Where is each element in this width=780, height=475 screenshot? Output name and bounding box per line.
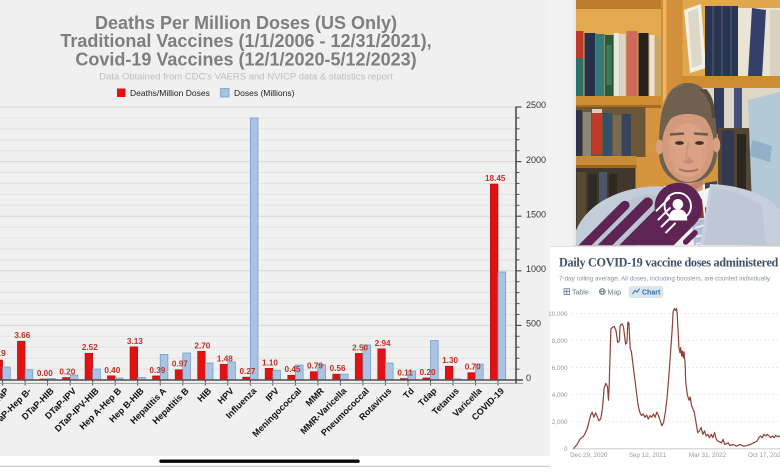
svg-text:0.20: 0.20 [59, 368, 75, 377]
svg-text:1.48: 1.48 [217, 354, 233, 363]
svg-text:Chart: Chart [642, 289, 661, 296]
svg-text:500: 500 [526, 319, 541, 329]
svg-text:0.20: 0.20 [420, 368, 436, 377]
svg-text:7-day rolling average. All dos: 7-day rolling average. All doses, includ… [559, 276, 772, 283]
svg-text:0: 0 [526, 373, 531, 383]
svg-text:2.50: 2.50 [352, 343, 368, 352]
svg-text:Daily COVID-19 vaccine doses a: Daily COVID-19 vaccine doses administere… [559, 256, 780, 270]
svg-text:0.97: 0.97 [172, 360, 188, 369]
svg-text:2500: 2500 [526, 100, 546, 110]
svg-text:Dec 29, 2020: Dec 29, 2020 [570, 452, 608, 459]
svg-text:0.00: 0.00 [37, 369, 53, 378]
svg-text:Traditional Vaccines (1/1/2006: Traditional Vaccines (1/1/2006 - 12/31/2… [60, 31, 431, 51]
svg-text:Oct 17, 2022: Oct 17, 2022 [748, 452, 780, 459]
svg-text:1.9: 1.9 [0, 348, 6, 358]
svg-text:0.40: 0.40 [104, 366, 120, 375]
svg-text:2.52: 2.52 [82, 343, 98, 352]
svg-text:0.70: 0.70 [465, 363, 481, 372]
svg-text:1000: 1000 [526, 264, 546, 274]
svg-text:3.66: 3.66 [14, 331, 30, 340]
svg-text:0: 0 [564, 446, 568, 453]
svg-text:Data Obtained from CDC's VAERS: Data Obtained from CDC's VAERS and NVICP… [99, 72, 393, 83]
svg-text:Sep 12, 2021: Sep 12, 2021 [629, 452, 667, 459]
svg-text:8,000: 8,000 [552, 338, 568, 345]
svg-text:0.27: 0.27 [240, 367, 256, 376]
svg-text:Mar 31, 2022: Mar 31, 2022 [689, 452, 727, 459]
svg-text:2.70: 2.70 [194, 341, 210, 350]
svg-text:10,000: 10,000 [548, 311, 568, 318]
svg-text:0.45: 0.45 [285, 365, 301, 374]
svg-text:1500: 1500 [526, 209, 546, 219]
svg-text:Deaths Per Million Doses (US O: Deaths Per Million Doses (US Only) [95, 13, 397, 33]
svg-text:6,000: 6,000 [552, 365, 568, 372]
svg-text:2.94: 2.94 [375, 339, 391, 348]
svg-text:18.45: 18.45 [485, 174, 506, 183]
svg-text:0.11: 0.11 [397, 369, 413, 378]
svg-text:Doses (Millions): Doses (Millions) [234, 88, 295, 98]
svg-text:3.13: 3.13 [127, 337, 143, 346]
svg-text:0.79: 0.79 [307, 362, 323, 371]
svg-text:4,000: 4,000 [552, 392, 568, 399]
svg-text:Table: Table [572, 289, 589, 296]
svg-text:2000: 2000 [526, 155, 546, 165]
svg-text:0.56: 0.56 [330, 364, 346, 373]
svg-text:1.30: 1.30 [442, 356, 458, 365]
svg-text:Map: Map [608, 289, 622, 296]
svg-text:Covid-19 Vaccines (12/1/2020-5: Covid-19 Vaccines (12/1/2020-5/12/2023) [75, 50, 416, 70]
svg-text:Deaths/Million Doses: Deaths/Million Doses [130, 88, 210, 98]
svg-text:2,000: 2,000 [552, 419, 568, 426]
svg-text:0.39: 0.39 [149, 366, 165, 375]
svg-text:1.10: 1.10 [262, 358, 278, 367]
